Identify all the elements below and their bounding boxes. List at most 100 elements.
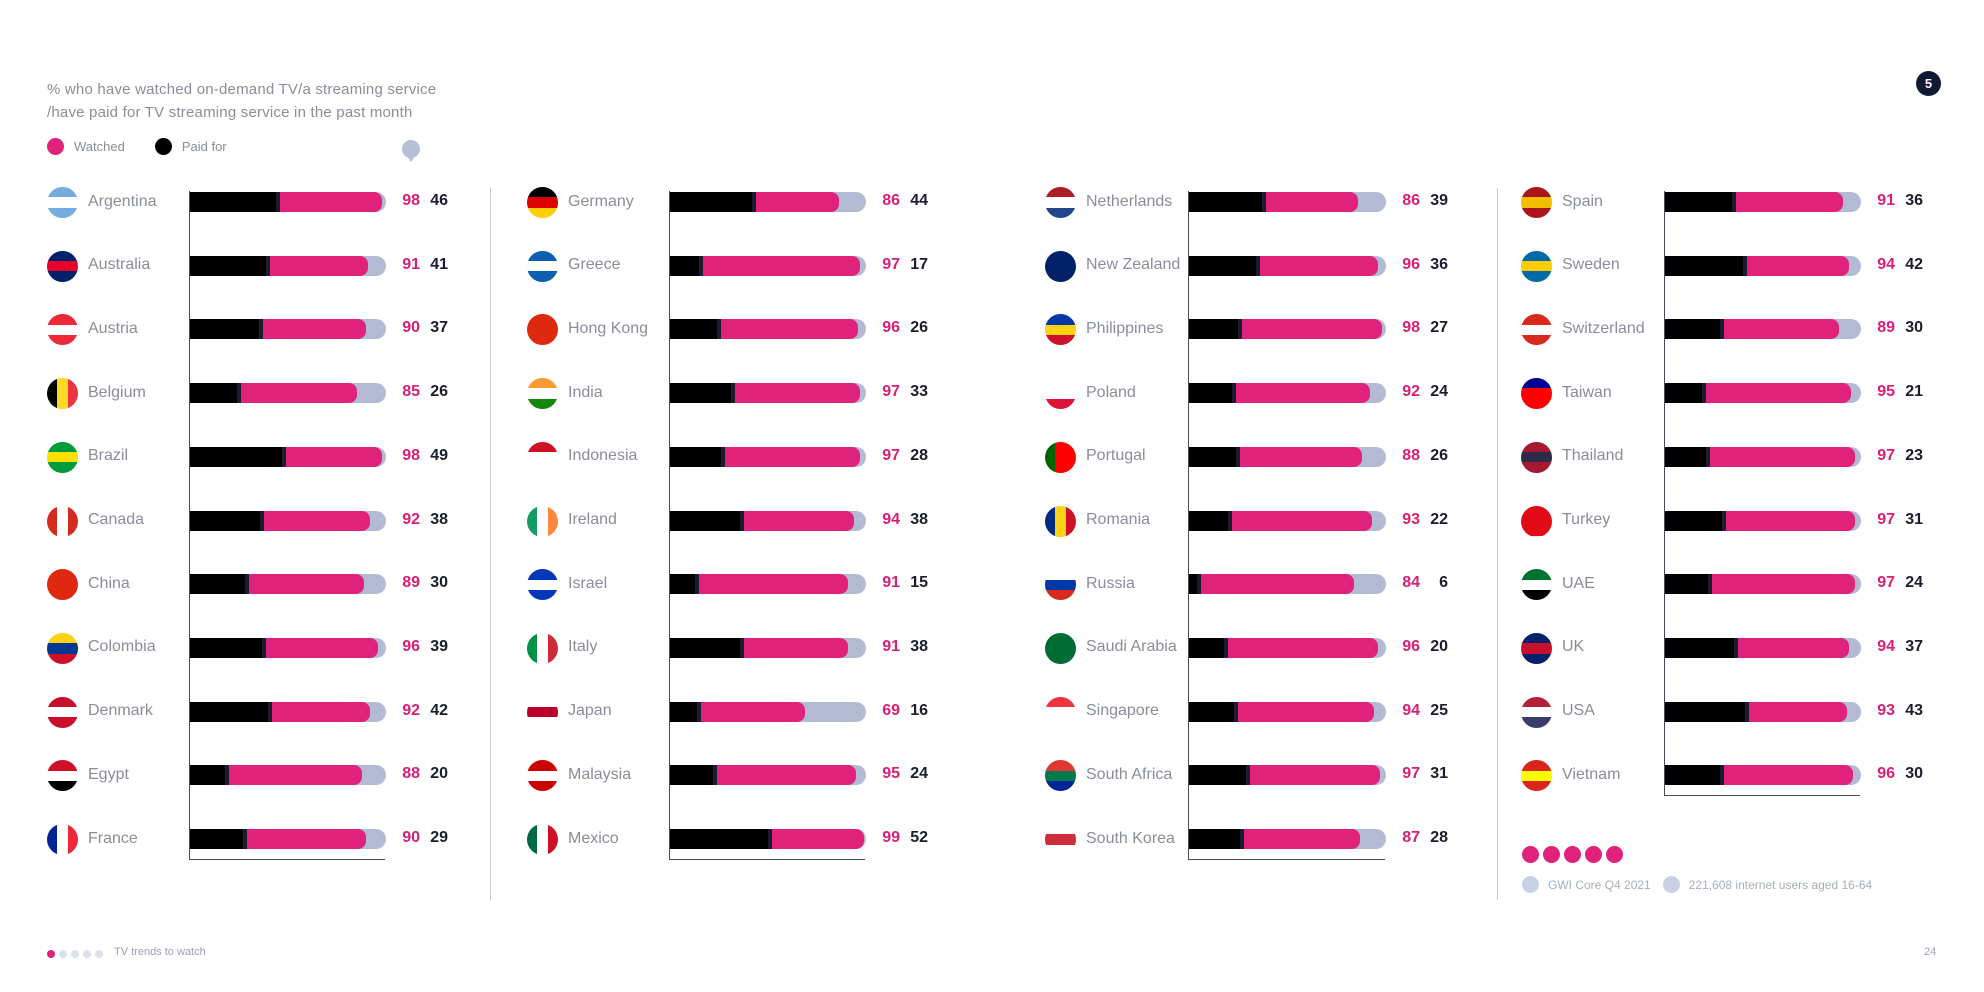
column-axis xyxy=(1188,191,1189,859)
section-badge: 5 xyxy=(1916,71,1941,96)
country-row: Austria 90 37 xyxy=(47,308,947,348)
bar-paid xyxy=(1665,765,1724,786)
flag-stripe xyxy=(67,824,78,855)
bar-paid xyxy=(1189,446,1241,467)
flag-stripe xyxy=(47,324,78,336)
country-flag-icon xyxy=(1521,441,1552,473)
country-name: Portugal xyxy=(1086,447,1146,465)
bar-paid xyxy=(190,637,267,658)
country-name: UAE xyxy=(1562,574,1595,592)
country-flag-icon xyxy=(47,187,78,218)
country-row: Australia 91 41 xyxy=(47,245,947,285)
flag-stripe xyxy=(1045,187,1076,198)
bar-paid xyxy=(190,510,265,531)
country-name: Indonesia xyxy=(568,447,638,465)
flag-stripe xyxy=(1055,441,1066,473)
bar-watched xyxy=(670,255,861,276)
value-watched: 92 xyxy=(402,510,420,528)
value-paid: 17 xyxy=(910,255,928,273)
flag-stripe xyxy=(1045,760,1076,771)
country-name: Japan xyxy=(568,702,612,720)
chart-subtitle: % who have watched on-demand TV/a stream… xyxy=(47,78,436,124)
value-paid: 22 xyxy=(1430,510,1448,528)
value-paid: 28 xyxy=(910,446,928,464)
flag-stripe xyxy=(1521,335,1552,346)
value-watched: 96 xyxy=(1877,765,1895,783)
flag-stripe xyxy=(1521,271,1552,282)
flag-stripe xyxy=(527,335,558,346)
country-name: Taiwan xyxy=(1562,383,1612,401)
value-watched: 91 xyxy=(1877,192,1895,209)
legend: Watched Paid for xyxy=(47,138,257,155)
value-watched: 97 xyxy=(1877,574,1895,592)
country-name: Poland xyxy=(1086,383,1136,401)
value-watched: 84 xyxy=(1402,574,1420,592)
country-name: Spain xyxy=(1562,192,1603,210)
flag-stripe xyxy=(527,378,558,389)
bar-paid xyxy=(1665,574,1713,595)
flag-stripe xyxy=(537,632,548,664)
flag-stripe xyxy=(1045,653,1076,664)
progress-dot-icon xyxy=(83,950,91,958)
country-row: Ireland 94 38 xyxy=(527,500,1427,540)
flag-stripe xyxy=(1045,207,1076,218)
pill-icon xyxy=(1522,846,1539,863)
column-baseline xyxy=(1664,795,1860,796)
flag-stripe xyxy=(47,452,78,463)
flag-stripe xyxy=(1045,643,1076,654)
value-paid: 43 xyxy=(1905,701,1923,719)
country-row: USA 93 43 xyxy=(1521,691,1984,731)
country-name: New Zealand xyxy=(1086,256,1181,274)
bar-paid xyxy=(670,319,721,340)
country-flag-icon xyxy=(1045,314,1076,346)
flag-stripe xyxy=(47,643,78,654)
flag-stripe xyxy=(1045,717,1076,728)
value-paid: 42 xyxy=(1905,255,1923,273)
progress-dot-icon xyxy=(95,950,103,958)
flag-stripe xyxy=(1045,441,1056,473)
country-row: UK 94 37 xyxy=(1521,627,1984,667)
bar-watched xyxy=(1189,637,1379,658)
source-survey: GWI Core Q4 2021 xyxy=(1522,876,1651,893)
country-flag-icon xyxy=(1521,250,1552,282)
country-row: Russia 84 6 xyxy=(1045,563,1945,603)
column-baseline xyxy=(189,858,385,860)
value-watched: 97 xyxy=(1402,765,1420,783)
value-paid: 26 xyxy=(910,319,928,337)
country-row: Netherlands 86 39 xyxy=(1045,181,1945,221)
country-name: Belgium xyxy=(88,383,146,401)
bar-paid xyxy=(1189,319,1243,340)
flag-stripe xyxy=(1045,589,1076,601)
flag-stripe xyxy=(1521,643,1552,654)
bar-paid xyxy=(1665,319,1724,340)
info-pin-icon[interactable] xyxy=(402,140,420,162)
country-name: Greece xyxy=(568,256,621,274)
column-axis xyxy=(1664,191,1665,795)
country-flag-icon xyxy=(1045,441,1076,473)
value-paid: 31 xyxy=(1430,765,1448,783)
flag-stripe xyxy=(57,505,68,537)
country-flag-icon xyxy=(1521,187,1552,218)
flag-stripe xyxy=(527,441,558,453)
bar-watched xyxy=(1665,574,1856,595)
country-row: Poland 92 24 xyxy=(1045,372,1945,412)
value-watched: 85 xyxy=(402,383,420,401)
flag-stripe xyxy=(1045,378,1076,389)
flag-stripe xyxy=(527,250,558,262)
bar-paid xyxy=(1665,383,1707,404)
country-name: Italy xyxy=(568,638,598,656)
flag-stripe xyxy=(1521,452,1552,463)
page-number: 24 xyxy=(1924,946,1937,958)
value-watched: 89 xyxy=(402,574,420,592)
bar-paid xyxy=(670,510,745,531)
value-paid: 29 xyxy=(430,829,448,846)
country-row: Portugal 88 26 xyxy=(1045,436,1945,476)
flag-stripe xyxy=(1045,706,1076,718)
country-row: Vietnam 96 30 xyxy=(1521,754,1984,794)
flag-stripe xyxy=(1055,505,1066,537)
country-name: Egypt xyxy=(88,765,129,783)
country-flag-icon xyxy=(1521,569,1552,601)
bar-paid xyxy=(670,192,757,212)
legend-label-watched: Watched xyxy=(74,139,125,154)
value-watched: 98 xyxy=(402,446,420,464)
